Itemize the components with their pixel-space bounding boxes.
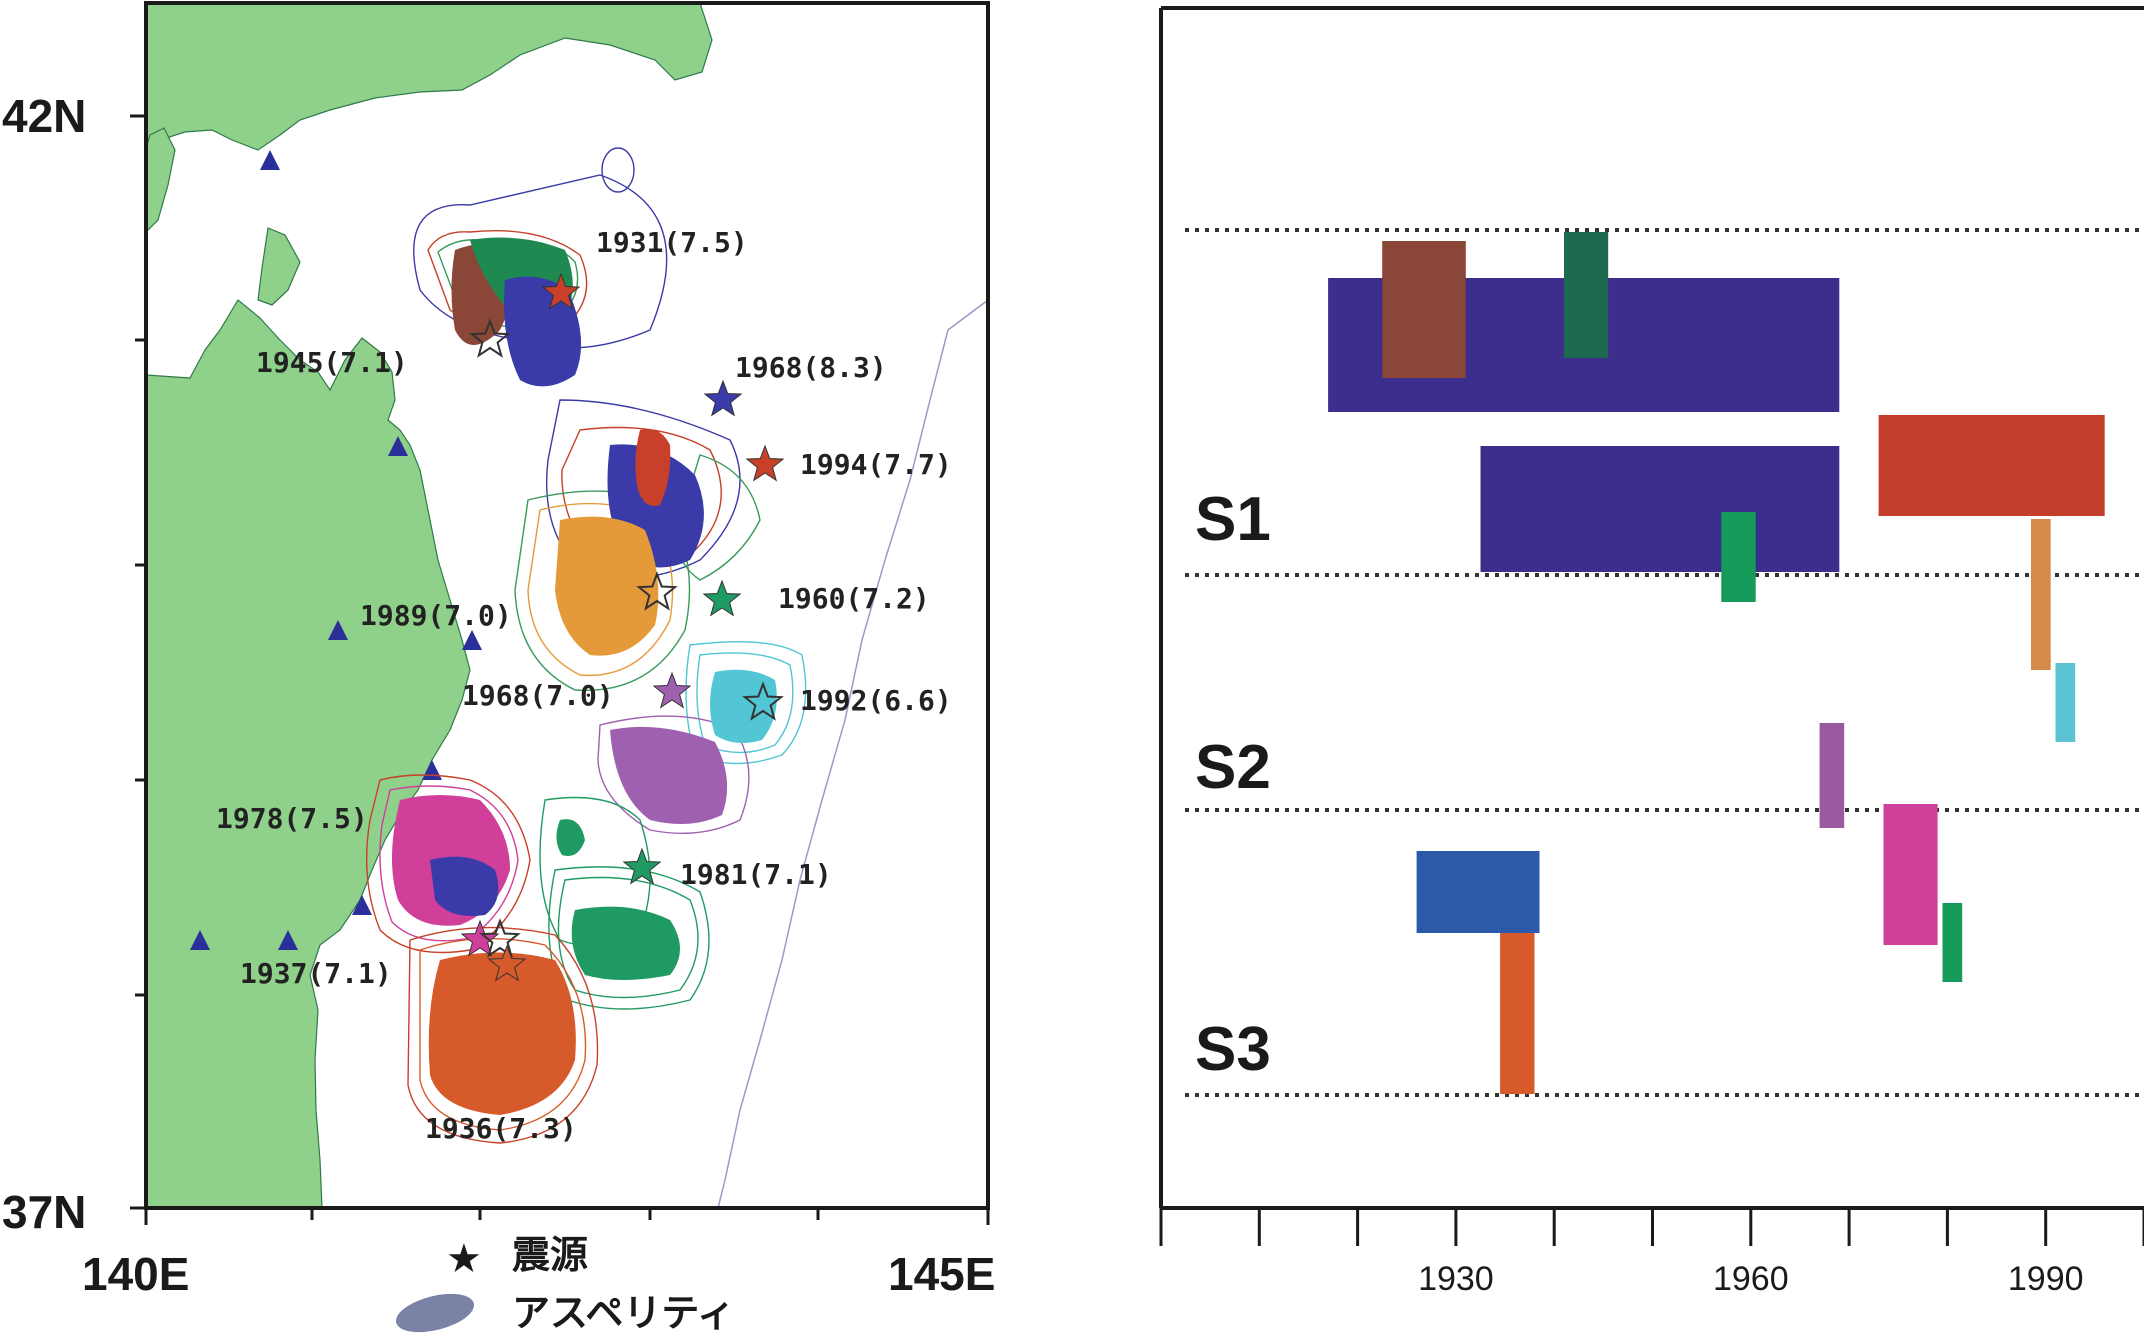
legend-epicenter-label: 震源 (512, 1235, 588, 1277)
event-label: 1992(6.6) (800, 684, 952, 717)
japan-trench-line (717, 299, 988, 1208)
segment-label-s2: S2 (1195, 733, 1271, 802)
x-tick-label: 1960 (1713, 1260, 1789, 1298)
land-hokkaido (146, 3, 713, 151)
map-legend: ★ 震源 アスペリティ (395, 1235, 735, 1335)
event-label: 1981(7.1) (680, 858, 832, 891)
epicenter-star-icon: ★ (446, 1236, 482, 1282)
epicenter-star-1960(7.2) (702, 579, 742, 617)
epicenter-star-1936(7.3) (487, 944, 527, 982)
epicenter-star-1937(7.1) (479, 918, 521, 958)
asperity-timeline-chart: 1930 1960 1990 S1 S2 S3 (1159, 6, 2144, 1298)
map-frame (144, 1, 990, 1210)
timeline-bar-s1 (1564, 232, 1609, 358)
event-label: 1968(8.3) (735, 351, 887, 384)
lat-label-south: 37N (2, 1186, 86, 1238)
epicenter-star-1989(7.0) (636, 571, 678, 611)
lat-label-north: 42N (2, 90, 86, 142)
epicenter-star-1968(8.3) (703, 379, 743, 417)
timeline-bar-s2 (2031, 519, 2051, 670)
event-label: 1937(7.1) (240, 957, 392, 990)
epicenter-star-1994(7.7) (745, 444, 785, 482)
event-label: 1960(7.2) (778, 582, 930, 615)
event-labels: 1931(7.5) 1945(7.1) 1968(8.3) 1994(7.7) 1960… (216, 226, 952, 1145)
timeline-bars (1328, 232, 2105, 1094)
event-label: 1945(7.1) (256, 346, 408, 379)
asperity-patches (391, 237, 777, 1115)
event-label: 1989(7.0) (360, 599, 512, 632)
map-ticks (130, 114, 990, 1225)
legend-asperity-label: アスペリティ (512, 1293, 735, 1335)
event-label: 1968(7.0) (462, 679, 614, 712)
event-label: 1931(7.5) (596, 226, 748, 259)
epicenter-star-1968(7.0) (652, 671, 692, 709)
x-axis-tick-labels: 1930 1960 1990 (1418, 1260, 2083, 1298)
segment-label-s1: S1 (1195, 485, 1271, 554)
asperity-swatch-icon (395, 1293, 475, 1333)
timeline-bar-s1 (1480, 446, 1840, 572)
land-honshu (146, 299, 471, 1208)
timeline-bar-s2 (1819, 723, 1845, 828)
lon-label-east: 145E (888, 1248, 995, 1300)
segment-labels: S1 S2 S3 (1195, 485, 1271, 1084)
epicenter-star-1931(7.5) (541, 272, 581, 310)
timeline-bar-s3 (1883, 804, 1938, 945)
x-tick-label: 1930 (1418, 1260, 1494, 1298)
timeline-bar-s3 (1416, 851, 1540, 933)
event-label: 1978(7.5) (216, 802, 368, 835)
x-tick-label: 1990 (2008, 1260, 2084, 1298)
timeline-bar-s1 (1721, 512, 1756, 602)
epicenter-star-1981(7.1) (622, 847, 662, 885)
epicenter-star-1992(6.6) (742, 681, 784, 721)
epicenter-stars (460, 272, 785, 982)
epicenter-star-1945(7.1) (469, 318, 511, 358)
event-label: 1994(7.7) (800, 448, 952, 481)
segment-label-s3: S3 (1195, 1015, 1271, 1084)
asperity-map: 1931(7.5) 1945(7.1) 1968(8.3) 1994(7.7) 1960… (2, 1, 995, 1335)
lon-label-west: 140E (82, 1248, 189, 1300)
timeline-bar-s3 (1500, 933, 1535, 1094)
land-hokkaido-south-tip (257, 227, 301, 306)
timeline-bar-s1 (1878, 415, 2105, 516)
event-label: 1936(7.3) (425, 1112, 577, 1145)
timeline-bar-s3 (1942, 903, 1963, 982)
timeline-bar-s2 (2055, 663, 2076, 742)
x-axis-ticks (1159, 1208, 2144, 1246)
timeline-bar-s1 (1382, 241, 1466, 378)
